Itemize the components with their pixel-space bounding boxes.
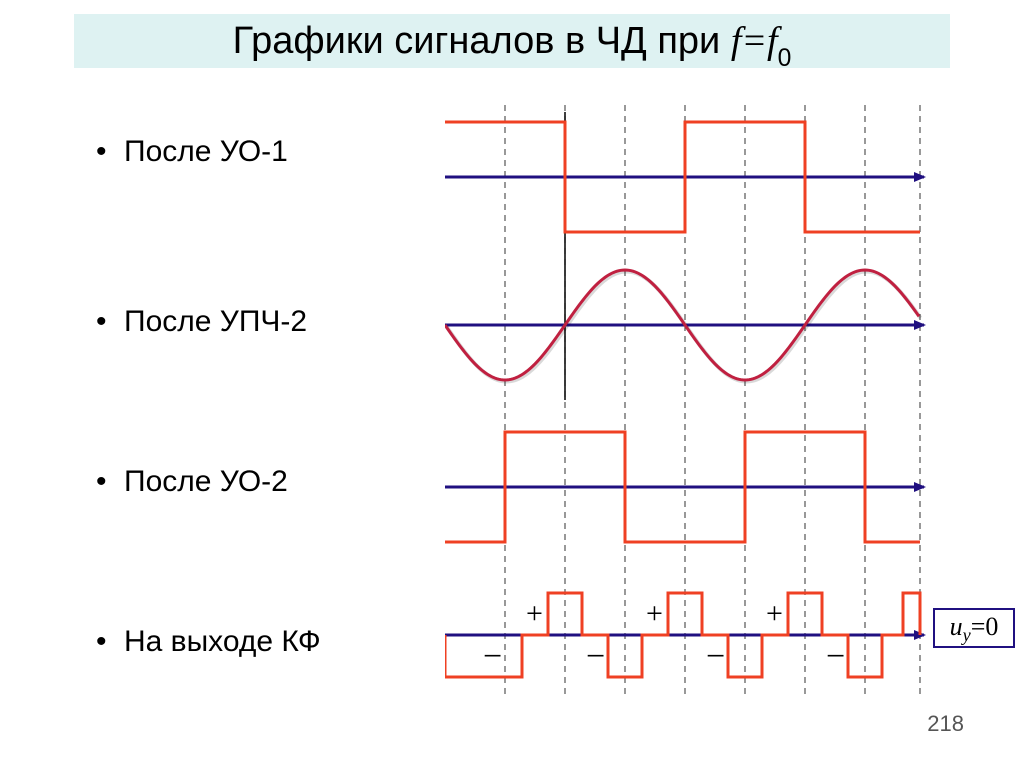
page-number: 218	[927, 711, 964, 737]
plus-label: +	[646, 597, 663, 630]
uy-u: u	[950, 612, 963, 641]
title-eq: =	[741, 20, 767, 62]
minus-label: −	[586, 638, 605, 675]
uy-rest: =0	[971, 612, 999, 641]
bullet-label: После УО-1	[124, 135, 288, 168]
title-sub0: 0	[778, 45, 792, 72]
plus-label: +	[766, 597, 783, 630]
plus-label: +	[526, 597, 543, 630]
bullet-item: •После УО-1	[96, 135, 288, 168]
slide: Графики сигналов в ЧД при f=f0 •После УО…	[0, 0, 1024, 767]
bullet-item: •После УПЧ-2	[96, 305, 307, 338]
title-text: Графики сигналов в ЧД при	[233, 20, 731, 62]
title-f0: f	[767, 20, 778, 62]
bullet-label: После УО-2	[124, 465, 288, 498]
signal-chart: +++−−−−	[445, 92, 995, 722]
bullet-item: •На выходе КФ	[96, 625, 321, 658]
bullet-label: На выходе КФ	[124, 625, 321, 658]
minus-label: −	[483, 638, 502, 675]
slide-title: Графики сигналов в ЧД при f=f0	[74, 14, 950, 68]
bullet-item: •После УО-2	[96, 465, 288, 498]
minus-label: −	[826, 638, 845, 675]
bullet-label: После УПЧ-2	[124, 305, 307, 338]
uy-label-box: uy=0	[933, 608, 1015, 648]
minus-label: −	[706, 638, 725, 675]
title-f: f	[731, 20, 742, 62]
uy-sub: y	[963, 625, 971, 645]
